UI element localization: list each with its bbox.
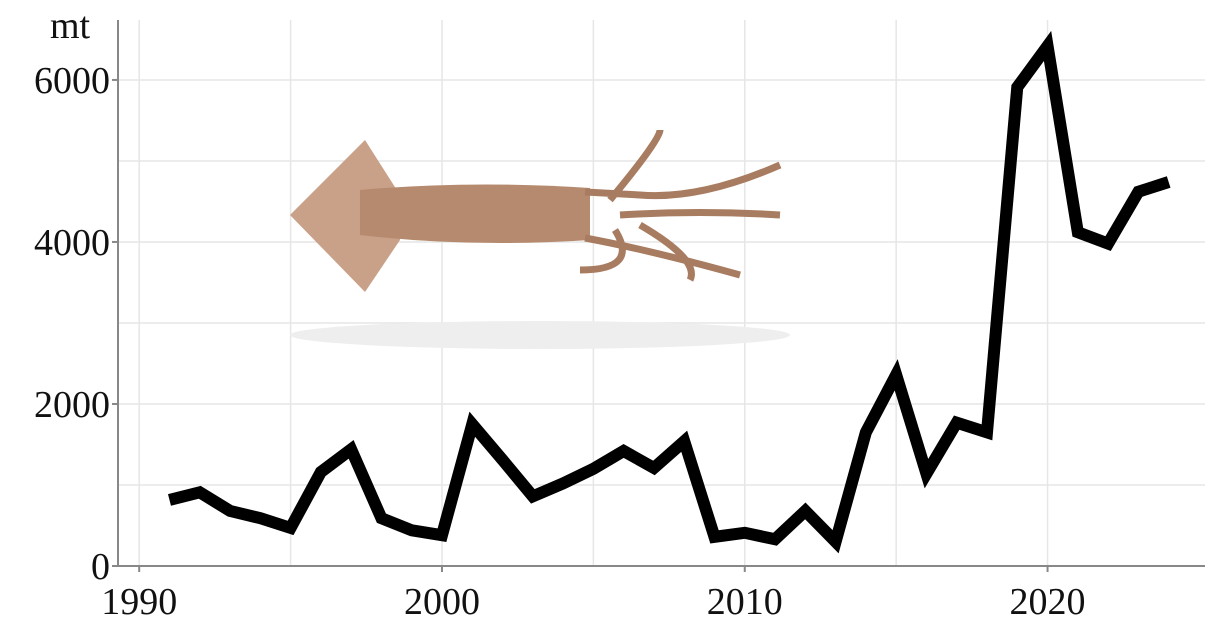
x-tick-label: 1990 [101, 581, 177, 619]
data-line [167, 30, 1171, 554]
x-tick-label: 2010 [707, 581, 783, 619]
y-tick-label: 6000 [34, 60, 110, 102]
y-tick-label: 0 [91, 546, 110, 588]
y-axis-label: mt [50, 5, 91, 47]
x-tick-label: 2000 [404, 581, 480, 619]
x-tick-label: 2020 [1010, 581, 1086, 619]
y-tick-label: 2000 [34, 384, 110, 426]
squid-image [290, 129, 790, 349]
y-tick-label: 4000 [34, 222, 110, 264]
